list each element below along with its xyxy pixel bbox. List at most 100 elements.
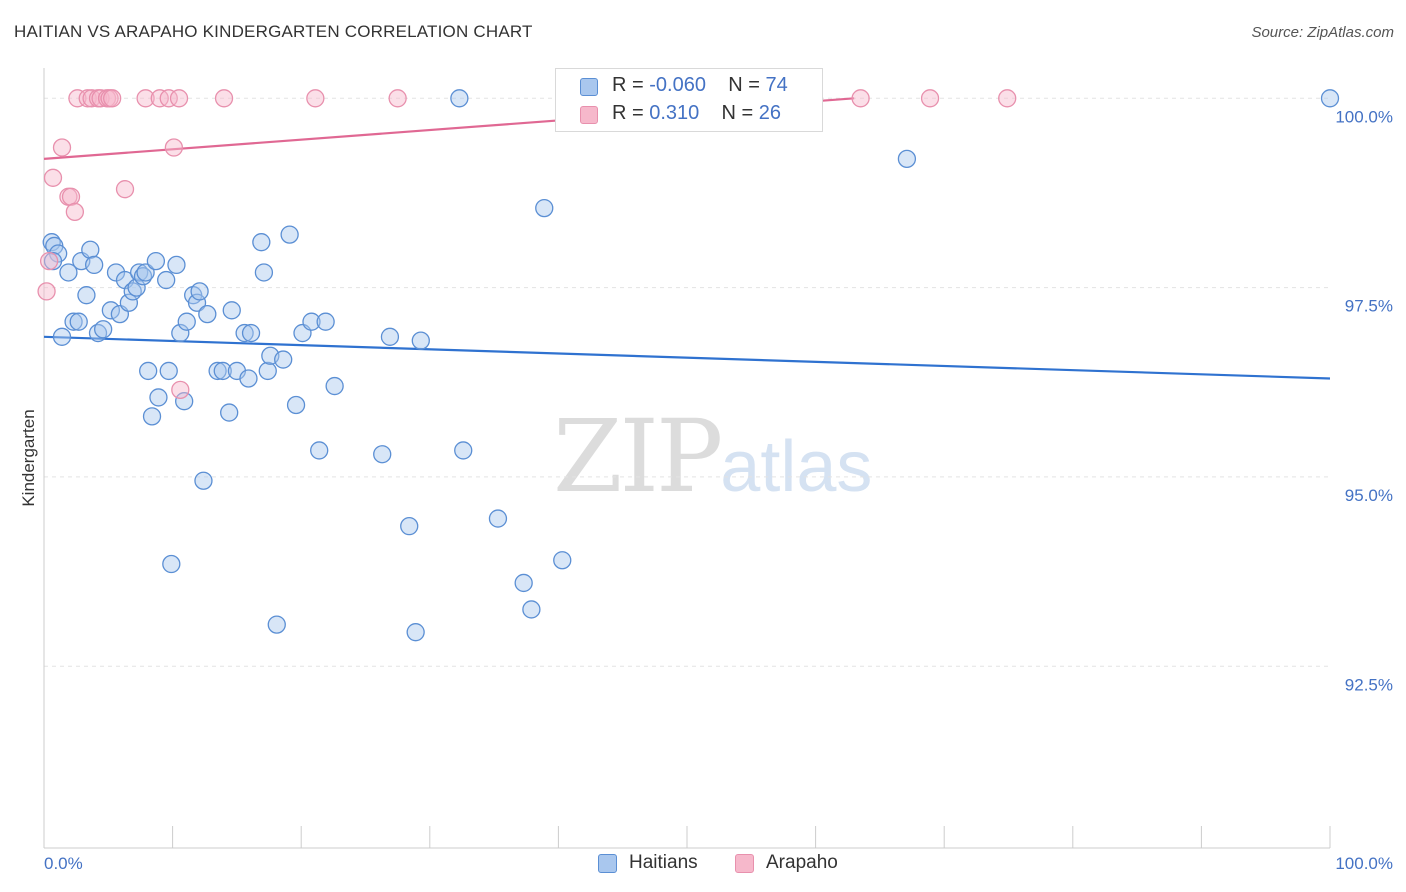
grid-lines <box>44 97 1330 667</box>
arapaho-point <box>171 380 190 399</box>
haitians-point <box>514 573 533 593</box>
haitians-point <box>190 282 209 301</box>
haitians-point <box>553 551 572 570</box>
haitians-trend-line <box>43 335 1331 380</box>
haitians-point <box>302 312 321 331</box>
arapaho-point <box>37 282 56 301</box>
haitians-point <box>267 615 286 634</box>
arapaho-point <box>65 202 85 222</box>
haitians-point <box>177 312 196 331</box>
series-label: Arapaho <box>766 852 838 873</box>
n-label: N = <box>721 102 759 124</box>
watermark-atlas: atlas <box>720 427 873 507</box>
legend-swatch-pink <box>580 106 598 124</box>
haitians-point <box>241 323 261 343</box>
source-label: Source: ZipAtlas.com <box>1251 24 1394 41</box>
y-tick-label: 100.0% <box>1335 107 1393 126</box>
haitians-point <box>286 395 306 415</box>
legend-text: R = 0.310 N = 26 <box>612 102 781 125</box>
arapaho-point <box>136 89 155 108</box>
arapaho-point <box>164 138 184 157</box>
haitians-point <box>101 301 121 320</box>
n-value: 74 <box>765 74 788 96</box>
legend-row-haitians: R = -0.060 N = 74 <box>556 71 822 101</box>
haitians-point <box>373 445 392 464</box>
legend-swatch-blue <box>598 854 617 873</box>
haitians-point <box>239 369 258 388</box>
haitians-point <box>64 312 83 331</box>
legend-text: R = -0.060 N = 74 <box>612 74 788 97</box>
arapaho-point <box>39 251 59 271</box>
haitians-point <box>171 323 190 343</box>
haitians-point <box>280 225 299 244</box>
haitians-point <box>222 301 241 320</box>
arapaho-point <box>103 89 122 108</box>
correlation-legend: R = -0.060 N = 74 R = 0.310 N = 26 <box>555 68 823 132</box>
haitians-point <box>316 312 335 331</box>
haitians-point <box>235 323 254 343</box>
chart-title: HAITIAN VS ARAPAHO KINDERGARTEN CORRELAT… <box>14 22 533 41</box>
haitians-point <box>1320 89 1340 108</box>
r-value: 0.310 <box>649 102 700 124</box>
haitians-point <box>81 240 100 259</box>
watermark-zip: ZIP <box>553 398 723 515</box>
y-tick-label: 92.5% <box>1345 675 1393 694</box>
axis-labels: 100.0% 97.5% 95.0% 92.5% 0.0% 100.0% Kindergar… <box>19 107 1393 873</box>
haitians-point <box>94 320 113 339</box>
arapaho-point <box>388 89 407 108</box>
haitians-point <box>406 623 425 642</box>
arapaho-point <box>998 89 1017 108</box>
haitians-point <box>522 600 541 619</box>
haitians-point <box>43 251 63 271</box>
haitians-point <box>157 270 176 290</box>
haitians-point <box>252 233 271 252</box>
arapaho-point <box>159 89 178 108</box>
haitians-point <box>400 517 419 536</box>
haitians-point <box>450 89 469 108</box>
haitians-point <box>85 255 104 275</box>
series-legend: Haitians Arapaho <box>0 851 1406 879</box>
series-label: Haitians <box>629 852 698 873</box>
y-tick-label: 97.5% <box>1345 297 1393 316</box>
haitians-point <box>127 278 146 297</box>
arapaho-point <box>68 89 87 108</box>
haitians-point <box>146 251 166 271</box>
haitians-point <box>119 293 139 312</box>
haitians-point <box>325 376 344 396</box>
haitians-point <box>187 293 207 312</box>
arapaho-point <box>61 187 81 206</box>
n-label: N = <box>728 74 766 96</box>
haitians-point <box>162 554 181 574</box>
haitians-point <box>159 361 178 381</box>
haitians-point <box>380 327 400 346</box>
haitians-point <box>220 403 239 422</box>
haitians-point <box>258 361 277 381</box>
haitians-point <box>139 361 158 381</box>
haitians-point <box>136 263 155 282</box>
x-tick-label-max: 100.0% <box>1335 854 1393 873</box>
y-tick-label: 95.0% <box>1345 486 1393 505</box>
arapaho-point <box>920 89 940 108</box>
watermark: ZIPatlas <box>553 398 872 515</box>
haitians-point <box>454 441 473 460</box>
haitians-point <box>194 471 213 490</box>
haitians-point <box>897 149 917 169</box>
y-axis-label: Kindergarten <box>19 409 38 506</box>
arapaho-point <box>78 89 97 108</box>
haitians-point <box>149 388 168 407</box>
haitians-point <box>411 331 430 350</box>
axes <box>43 68 1331 849</box>
n-value: 26 <box>758 102 782 124</box>
haitians-point <box>274 350 293 369</box>
haitians-point <box>208 361 227 381</box>
haitians-point <box>175 392 194 411</box>
haitians-point <box>254 263 274 282</box>
haitians-point <box>77 286 96 305</box>
haitians-point <box>167 255 186 275</box>
arapaho-point <box>214 89 234 108</box>
haitians-point <box>488 509 508 528</box>
r-value: -0.060 <box>649 74 706 96</box>
legend-swatch-blue <box>580 78 598 96</box>
r-label: R = <box>612 74 650 96</box>
